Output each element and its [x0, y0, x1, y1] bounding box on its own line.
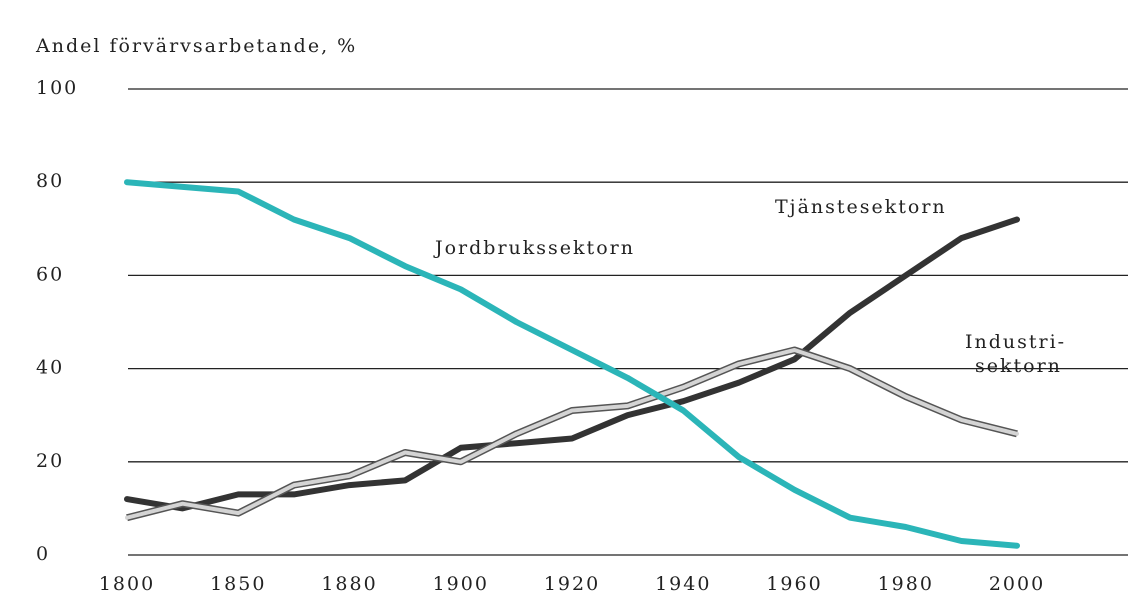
y-tick-label: 60	[36, 263, 64, 285]
x-tick-label: 1980	[878, 573, 934, 595]
y-tick-label: 40	[36, 357, 64, 379]
x-tick-label: 1800	[99, 573, 155, 595]
series-label: Jordbrukssektorn	[433, 237, 635, 259]
y-tick-label: 80	[36, 170, 64, 192]
y-tick-label: 20	[36, 450, 64, 472]
line	[125, 348, 1019, 520]
x-tick-label: 2000	[989, 573, 1045, 595]
x-tick-label: 1850	[210, 573, 266, 595]
y-tick-label: 0	[36, 543, 50, 565]
x-tick-label: 1940	[655, 573, 711, 595]
line	[124, 179, 1020, 549]
series-label: sektorn	[975, 355, 1062, 377]
x-tick-label: 1880	[321, 573, 377, 595]
x-tick-label: 1900	[433, 573, 489, 595]
y-tick-label: 100	[36, 77, 78, 99]
y-axis-label: Andel förvärvsarbetande, %	[35, 35, 357, 57]
x-tick-label: 1960	[766, 573, 822, 595]
x-tick-label: 1920	[544, 573, 600, 595]
series-label: Tjänstesektorn	[775, 196, 947, 218]
series-label: Industri-	[965, 331, 1066, 353]
